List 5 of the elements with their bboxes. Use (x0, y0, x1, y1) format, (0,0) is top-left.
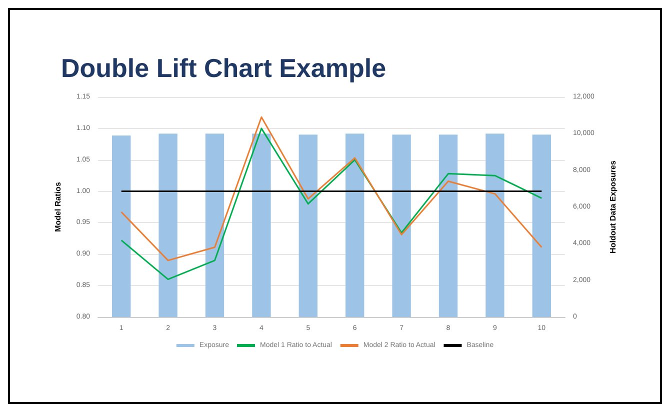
y-axis-title: Model Ratios (54, 182, 62, 232)
y2-axis-title: Holdout Data Exposures (608, 160, 618, 254)
line-series (120, 128, 542, 280)
line-series (120, 116, 542, 262)
chart-title: Double Lift Chart Example (61, 53, 386, 83)
